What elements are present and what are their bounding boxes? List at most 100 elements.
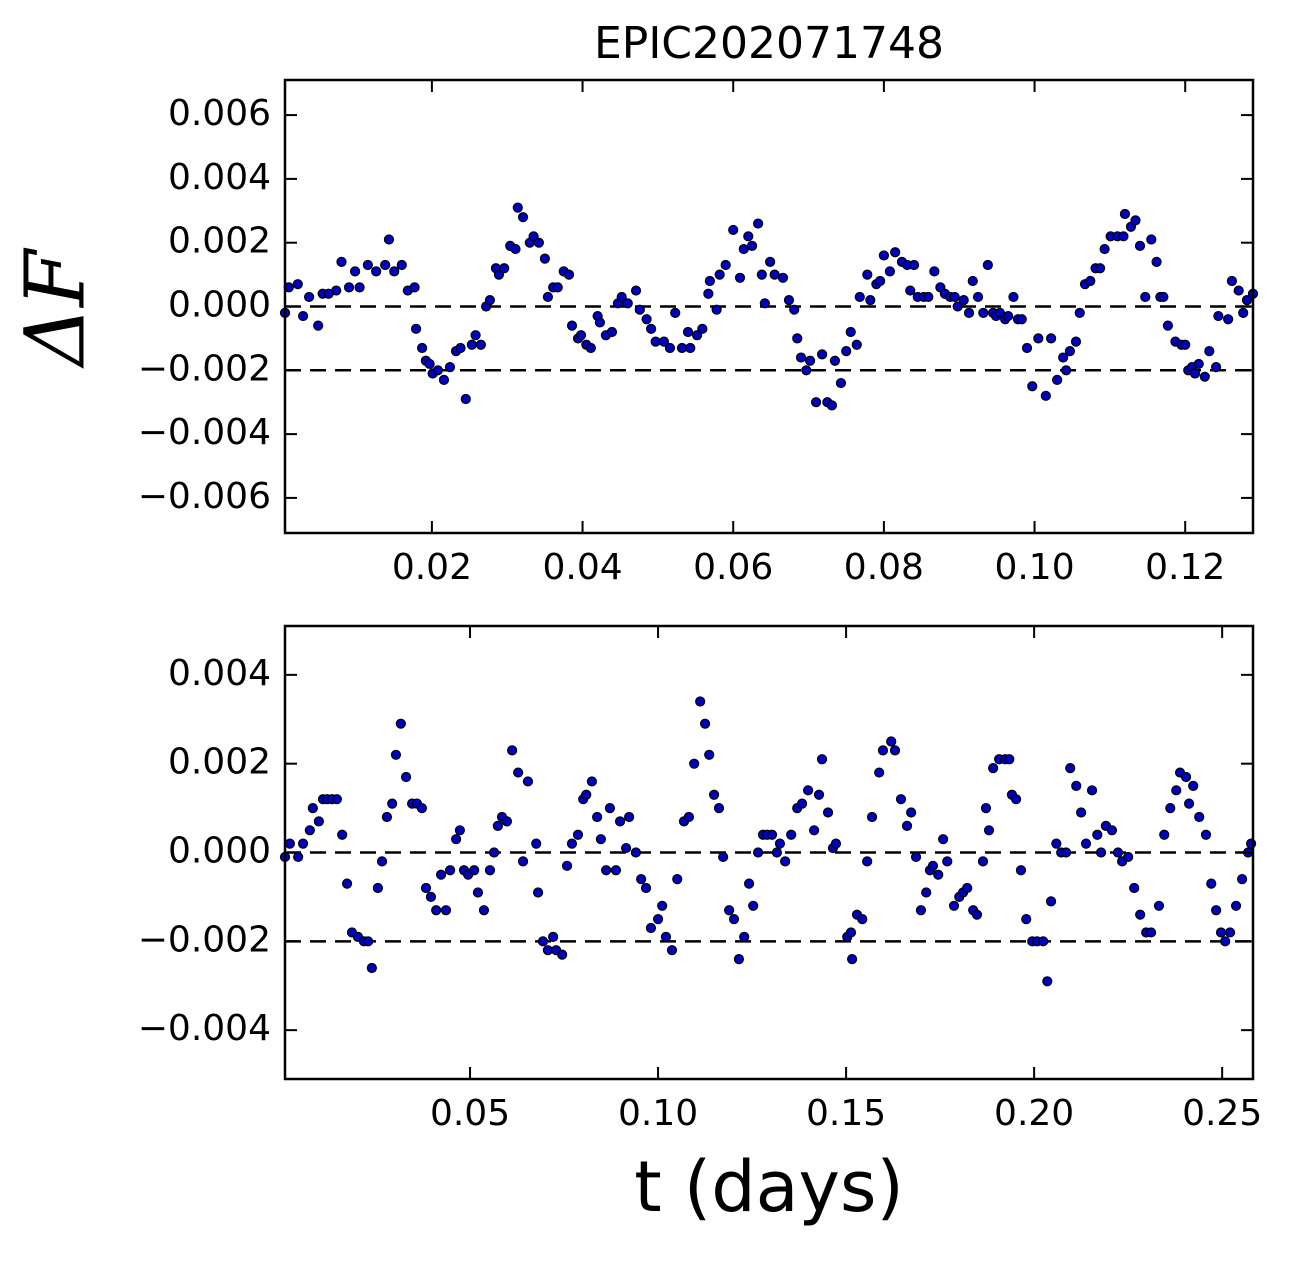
data-point (400, 771, 412, 783)
data-point (387, 798, 398, 809)
data-point (792, 333, 803, 344)
data-point (1199, 371, 1210, 382)
data-point (795, 352, 807, 363)
data-point (1092, 829, 1103, 840)
data-point (958, 295, 969, 306)
data-point (381, 811, 393, 823)
data-point (658, 336, 670, 347)
data-point (845, 326, 856, 338)
data-point (1027, 381, 1038, 392)
data-point (522, 776, 534, 787)
data-point (1070, 336, 1082, 347)
y-tick-label: 0.000 (168, 285, 271, 326)
data-point (829, 355, 841, 366)
data-point (307, 802, 318, 814)
data-point (734, 272, 746, 283)
data-point (640, 882, 652, 894)
data-point (771, 847, 782, 858)
data-point (1193, 358, 1204, 370)
data-point (634, 304, 645, 315)
data-point (851, 339, 862, 350)
data-point (685, 342, 696, 354)
data-point (1123, 851, 1134, 863)
data-point (331, 285, 342, 296)
data-point (424, 358, 435, 370)
data-point (389, 266, 400, 277)
data-point (854, 291, 865, 303)
data-point (1038, 936, 1049, 947)
data-point (455, 342, 466, 354)
data-point (440, 905, 452, 916)
data-point (657, 900, 668, 911)
data-point (895, 794, 907, 805)
data-point (444, 362, 456, 373)
y-tick-label: 0.002 (168, 742, 271, 783)
data-point (971, 909, 983, 920)
data-point (451, 834, 462, 845)
data-point (341, 878, 353, 889)
data-point (528, 231, 539, 242)
data-point (691, 330, 703, 341)
data-point (1146, 234, 1157, 245)
data-point (362, 259, 373, 271)
data-point (614, 816, 626, 827)
data-point (1204, 346, 1215, 357)
data-point (1230, 900, 1242, 911)
data-point (645, 922, 657, 934)
data-point (1145, 927, 1157, 938)
x-tick-label: 0.25 (1182, 1093, 1262, 1134)
data-point (1220, 936, 1231, 947)
data-point (366, 962, 377, 974)
data-point (878, 250, 889, 261)
data-point (724, 905, 735, 916)
x-tick-label: 0.05 (430, 1093, 510, 1134)
data-point (363, 936, 374, 947)
data-point (432, 365, 444, 376)
data-point (488, 847, 500, 858)
data-point (1045, 896, 1057, 907)
data-point (417, 342, 428, 354)
data-point (641, 314, 652, 325)
data-point (566, 320, 578, 331)
data-point (766, 829, 778, 840)
data-point (664, 342, 676, 354)
data-point (336, 256, 347, 267)
data-point (1162, 320, 1173, 331)
data-point (581, 789, 592, 800)
data-point (1052, 374, 1063, 385)
x-tick-label: 0.08 (844, 547, 924, 588)
data-point (704, 275, 715, 287)
data-point (622, 298, 633, 309)
data-point (980, 802, 992, 814)
data-point (284, 838, 295, 849)
data-point (532, 887, 544, 898)
data-point (1165, 802, 1176, 814)
data-point (752, 847, 764, 858)
data-point (313, 816, 324, 827)
data-point (769, 269, 780, 280)
data-point (542, 945, 553, 956)
data-point (774, 838, 786, 849)
data-point (383, 234, 395, 245)
data-point (927, 860, 939, 871)
data-point (988, 763, 999, 774)
data-point (1215, 927, 1227, 938)
data-point (817, 349, 828, 360)
data-point (438, 374, 450, 385)
data-point (297, 310, 309, 322)
data-point (1134, 240, 1146, 251)
data-point (866, 811, 878, 823)
data-point (789, 304, 800, 315)
data-point (1211, 905, 1222, 916)
data-point (759, 298, 770, 309)
data-point (409, 282, 420, 293)
data-point (1135, 909, 1146, 920)
x-tick-label: 0.06 (693, 547, 773, 588)
data-point (380, 259, 391, 271)
data-point (548, 931, 559, 942)
data-point (620, 842, 632, 854)
data-point (905, 285, 916, 296)
data-point (542, 291, 554, 303)
data-point (313, 320, 324, 331)
